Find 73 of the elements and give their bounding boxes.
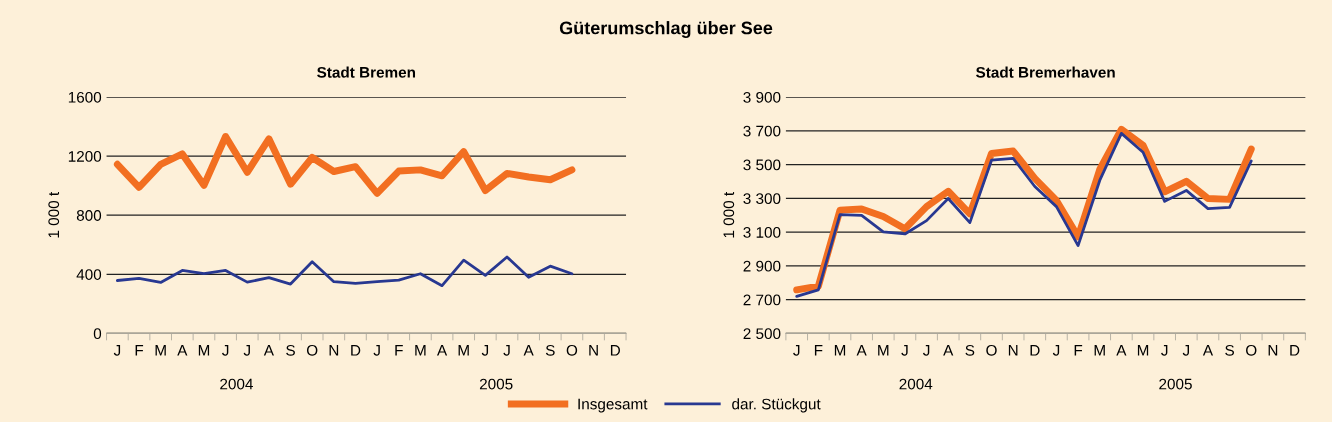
x-tick-label: A — [523, 345, 534, 356]
x-tick-label: A — [1202, 345, 1214, 356]
legend-label: dar. Stückgut — [732, 398, 821, 413]
x-tick-label: S — [286, 344, 295, 356]
x-tick-label: J — [1182, 345, 1189, 356]
x-tick-label: J — [1052, 345, 1060, 356]
y-tick-label: 1600 — [68, 91, 102, 103]
x-tick-label: A — [856, 345, 867, 356]
x-tick-label: S — [545, 344, 555, 356]
text: 2004 — [899, 378, 933, 390]
x-tick-label: A — [943, 345, 954, 356]
x-tick-label: O — [306, 344, 318, 356]
x-tick-label: M — [878, 345, 889, 356]
x-tick-label: F — [1074, 345, 1083, 356]
y-tick-label: 400 — [76, 269, 102, 280]
text: 2005 — [479, 378, 513, 390]
x-tick-label: A — [177, 345, 188, 356]
x-tick-label: M — [198, 345, 210, 356]
x-tick-label: M — [415, 345, 426, 356]
y-tick-label: 3 900 — [743, 91, 781, 103]
x-tick-label: J — [901, 345, 908, 356]
y-tick-label: 3 300 — [743, 193, 781, 205]
y-tick-label: 0 — [93, 328, 102, 340]
x-tick-label: J — [113, 345, 121, 356]
x-tick-label: D — [351, 345, 361, 356]
x-tick-label: F — [395, 345, 403, 356]
x-tick-label: J — [222, 345, 229, 356]
x-tick-label: M — [1137, 345, 1149, 356]
x-tick-label: S — [965, 344, 975, 356]
x-tick-label: N — [1008, 345, 1018, 356]
x-tick-label: J — [481, 345, 489, 356]
x-tick-label: J — [922, 345, 930, 356]
x-tick-label: N — [329, 345, 339, 356]
x-tick-label: F — [814, 345, 823, 356]
y-tick-label: 3 100 — [743, 226, 781, 238]
x-tick-label: A — [436, 345, 448, 356]
text: 2005 — [1159, 378, 1192, 390]
line-series — [115, 255, 574, 288]
y-tick-label: 2 700 — [743, 294, 781, 306]
x-tick-label: S — [1225, 344, 1234, 356]
x-tick-label: D — [1030, 345, 1040, 356]
y-tick-label: 3 500 — [743, 159, 781, 171]
x-tick-label: O — [986, 344, 997, 356]
x-tick-label: O — [566, 344, 578, 356]
x-tick-label: O — [1246, 344, 1257, 356]
y-tick-label: 2 900 — [743, 260, 781, 272]
y-tick-label: 800 — [76, 210, 102, 221]
y-axis-title: 1 000 t — [723, 191, 735, 238]
chart-title: Stadt Bremerhaven — [976, 66, 1115, 78]
x-tick-label: M — [834, 345, 846, 356]
x-tick-label: A — [1116, 345, 1127, 356]
x-tick-label: M — [1094, 345, 1105, 356]
x-tick-label: M — [458, 345, 469, 356]
x-tick-label: F — [135, 345, 144, 356]
x-tick-label: D — [610, 345, 620, 356]
y-tick-label: 2 500 — [743, 328, 781, 340]
x-tick-label: N — [1268, 345, 1278, 356]
x-tick-label: J — [373, 345, 380, 356]
x-tick-label: M — [155, 345, 166, 356]
x-tick-label: J — [503, 345, 510, 356]
x-tick-label: J — [243, 345, 250, 356]
legend-label: Insgesamt — [578, 398, 648, 413]
x-tick-label: J — [1161, 345, 1168, 356]
chart-title: Stadt Bremen — [317, 66, 416, 78]
text: 2004 — [220, 378, 253, 390]
x-tick-label: A — [263, 345, 274, 356]
y-tick-label: 3 700 — [743, 125, 781, 137]
x-tick-label: J — [793, 345, 800, 356]
text: Güterumschlag über See — [559, 21, 773, 38]
y-tick-label: 1200 — [68, 151, 102, 162]
x-tick-label: D — [1290, 345, 1300, 356]
x-tick-label: N — [589, 345, 598, 356]
y-axis-title: 1 000 t — [48, 191, 60, 238]
